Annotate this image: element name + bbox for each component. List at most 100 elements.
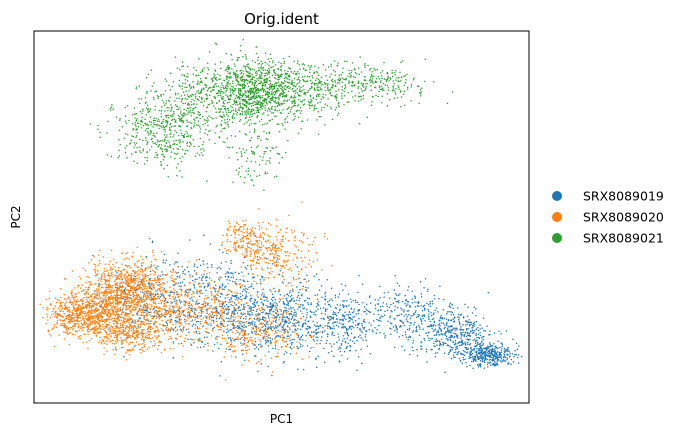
- data-point: [360, 330, 362, 332]
- data-point: [186, 288, 188, 291]
- data-point: [324, 291, 327, 293]
- data-point: [478, 364, 480, 367]
- data-point: [276, 326, 278, 329]
- data-point: [423, 286, 425, 289]
- data-point: [451, 336, 453, 338]
- data-point: [125, 333, 127, 336]
- data-point: [71, 290, 73, 292]
- data-point: [147, 296, 150, 298]
- data-point: [187, 317, 189, 320]
- data-point: [220, 360, 223, 363]
- data-point: [56, 298, 59, 301]
- data-point: [88, 327, 90, 329]
- data-point: [124, 328, 127, 331]
- data-point: [282, 362, 285, 364]
- data-point: [275, 325, 277, 327]
- data-point: [208, 271, 211, 274]
- data-point: [342, 305, 344, 307]
- data-point: [110, 249, 113, 251]
- data-point: [442, 344, 444, 346]
- data-point: [153, 345, 155, 347]
- data-point: [122, 346, 124, 348]
- data-point: [264, 324, 266, 327]
- data-point: [100, 299, 103, 301]
- data-point: [406, 328, 409, 331]
- data-point: [157, 302, 160, 305]
- data-point: [164, 274, 166, 276]
- data-point: [457, 316, 459, 318]
- data-point: [100, 286, 103, 289]
- data-point: [328, 325, 331, 328]
- data-point: [334, 313, 337, 316]
- data-point: [458, 344, 461, 347]
- data-point: [141, 329, 144, 331]
- data-point: [317, 308, 319, 310]
- data-point: [422, 317, 424, 320]
- data-point: [229, 279, 231, 281]
- data-point: [73, 320, 76, 322]
- data-point: [138, 298, 141, 301]
- data-point: [123, 317, 126, 320]
- data-point: [352, 299, 355, 302]
- data-point: [128, 296, 130, 299]
- data-point: [220, 277, 222, 279]
- data-point: [154, 297, 156, 299]
- data-point: [94, 268, 96, 271]
- data-point: [133, 304, 136, 306]
- data-point: [215, 297, 218, 299]
- data-point: [109, 328, 111, 331]
- data-point: [139, 314, 142, 316]
- data-point: [287, 302, 290, 304]
- data-point: [458, 316, 460, 319]
- data-point: [126, 271, 129, 274]
- data-point: [181, 281, 184, 283]
- data-point: [108, 318, 111, 321]
- data-point: [501, 343, 504, 346]
- data-point: [95, 294, 97, 297]
- data-point: [118, 310, 120, 312]
- data-point: [145, 255, 147, 258]
- data-point: [136, 277, 139, 280]
- data-point: [481, 344, 484, 346]
- data-point: [396, 328, 398, 331]
- data-point: [426, 302, 428, 305]
- data-point: [123, 355, 125, 358]
- data-point: [91, 259, 93, 261]
- data-point: [316, 325, 318, 327]
- data-point: [225, 304, 228, 306]
- data-point: [345, 347, 347, 350]
- data-point: [334, 307, 337, 309]
- data-point: [457, 313, 460, 316]
- data-point: [153, 340, 155, 342]
- data-point: [118, 332, 120, 335]
- data-point: [119, 322, 122, 325]
- data-point: [423, 309, 426, 311]
- data-point: [191, 299, 193, 301]
- data-point: [344, 311, 346, 314]
- data-point: [501, 360, 504, 362]
- series-SRX8089019: [82, 234, 523, 377]
- data-point: [174, 271, 176, 273]
- data-point: [462, 317, 465, 319]
- data-point: [320, 285, 323, 287]
- data-point: [490, 345, 493, 347]
- data-point: [168, 294, 170, 297]
- data-point: [481, 327, 483, 329]
- data-point: [277, 325, 279, 327]
- data-point: [134, 282, 137, 285]
- data-point: [357, 336, 360, 338]
- data-point: [394, 309, 396, 311]
- data-point: [115, 279, 117, 281]
- data-point: [114, 334, 117, 337]
- data-point: [483, 347, 485, 350]
- data-point: [196, 346, 199, 349]
- data-point: [432, 330, 435, 333]
- data-point: [127, 274, 130, 276]
- data-point: [116, 322, 119, 324]
- data-point: [477, 341, 479, 344]
- data-point: [116, 325, 119, 328]
- data-point: [395, 300, 397, 303]
- data-point: [271, 299, 274, 302]
- data-point: [290, 342, 293, 344]
- data-point: [106, 335, 108, 338]
